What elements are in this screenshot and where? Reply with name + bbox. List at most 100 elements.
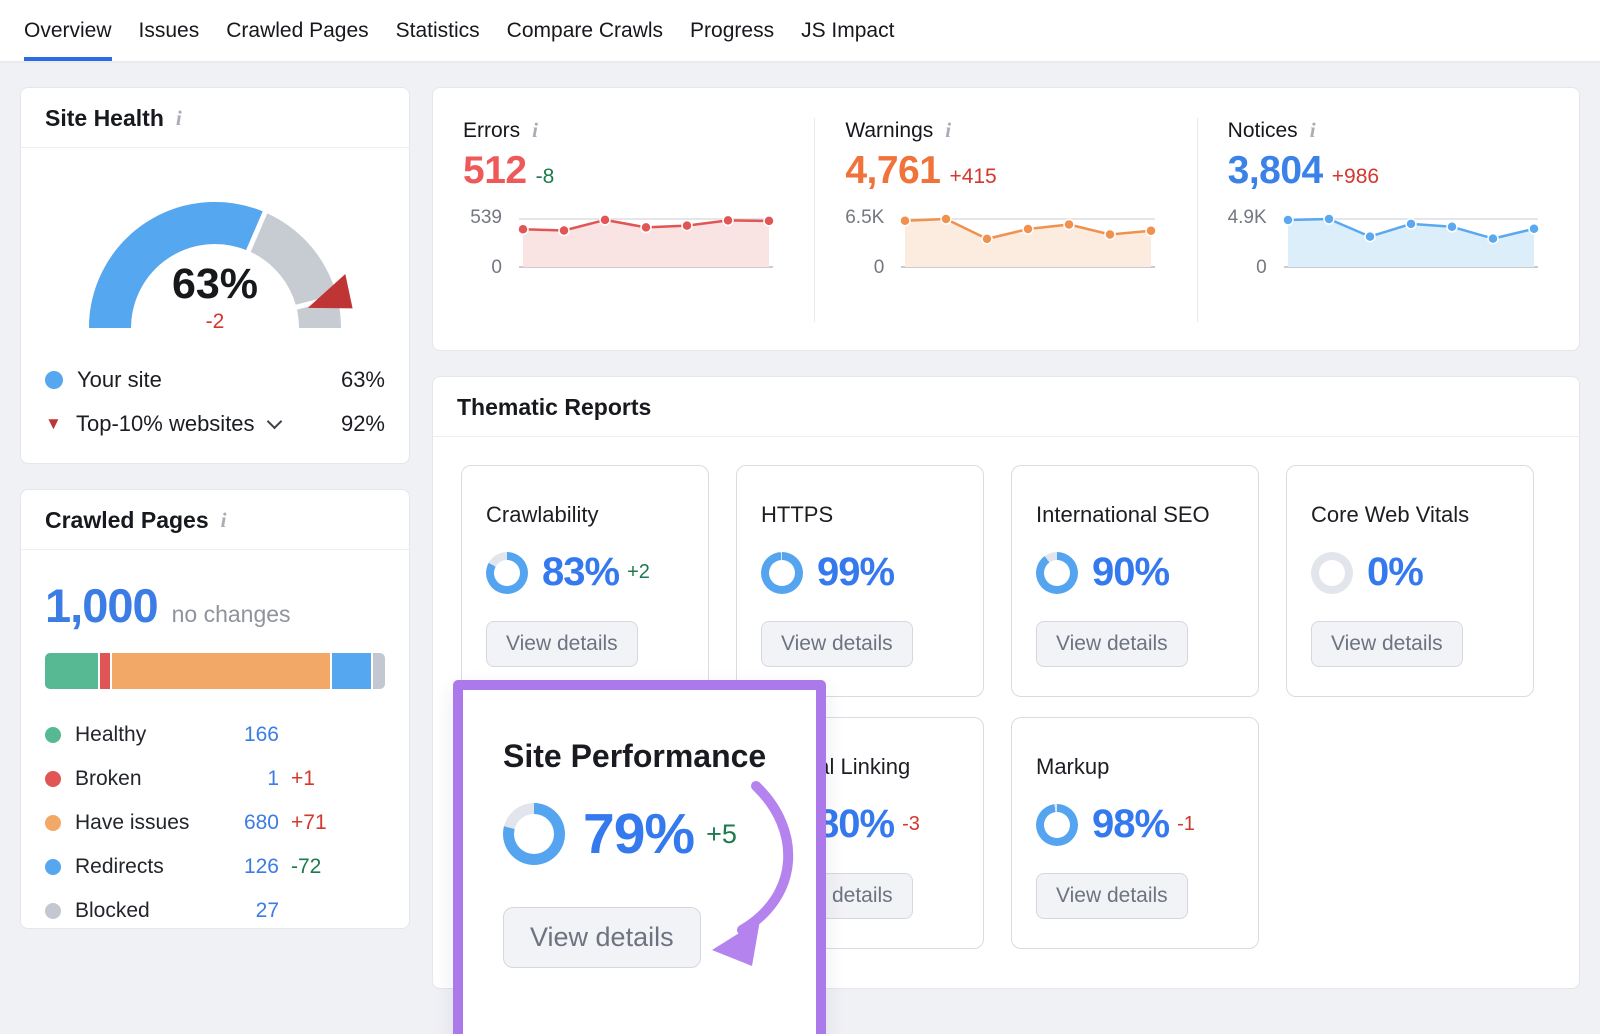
info-icon[interactable]: i: [175, 106, 182, 130]
core-web-vitals-view-details-button[interactable]: View details: [1311, 621, 1463, 667]
site-performance-highlight-box: Site Performance 79% +5 View details: [453, 680, 826, 1034]
site-performance-view-details-button[interactable]: View details: [503, 907, 701, 968]
errors-trend-chart: [517, 214, 775, 268]
bar-segment-redirects[interactable]: [332, 653, 372, 689]
tab-progress[interactable]: Progress: [690, 18, 775, 42]
crawlability-label: Crawlability: [486, 502, 599, 527]
warnings-count[interactable]: 4,761: [845, 149, 941, 192]
legend-row-redirects: Redirects 126 -72: [45, 845, 347, 889]
core-web-vitals-percent: 0%: [1367, 550, 1424, 594]
healthy-count[interactable]: 166: [243, 723, 279, 746]
crawled-pages-legend: Healthy 166 Broken 1 +1 Have issues 680: [45, 713, 385, 933]
info-icon[interactable]: i: [1309, 118, 1316, 142]
right-column: Errors i 512 -8 539 0 Warnings i 4,761 +415: [432, 87, 1580, 1034]
crawlability-donut: [486, 551, 528, 594]
markup-delta: -1: [1177, 813, 1195, 835]
notices-panel: Notices i 3,804 +986 4.9K 0: [1196, 118, 1579, 322]
top10-value: 92%: [340, 411, 385, 436]
notices-y-axis: 4.9K 0: [1227, 207, 1267, 278]
international-seo-donut: [1036, 551, 1078, 594]
blocked-label: Blocked: [75, 899, 150, 922]
bar-segment-blocked[interactable]: [373, 653, 385, 689]
https-card: HTTPS 99% View details: [736, 465, 984, 697]
warnings-y-axis: 6.5K 0: [845, 207, 885, 278]
info-icon[interactable]: i: [532, 118, 539, 142]
site-performance-card: Site Performance 79% +5 View details: [463, 690, 816, 1034]
bar-segment-have-issues[interactable]: [112, 653, 331, 689]
https-view-details-button[interactable]: View details: [761, 621, 913, 667]
your-site-value: 63%: [340, 367, 385, 392]
site-health-gauge: 63% -2: [65, 178, 365, 338]
thematic-title: Thematic Reports: [457, 394, 652, 420]
markup-label: Markup: [1036, 754, 1110, 779]
thematic-reports-card: Thematic Reports Crawlability 83% +2 Vie…: [432, 376, 1580, 1034]
crawlability-percent: 83%: [542, 550, 620, 594]
core-web-vitals-label: Core Web Vitals: [1311, 502, 1470, 527]
https-label: HTTPS: [761, 502, 834, 527]
crawlability-view-details-button[interactable]: View details: [486, 621, 638, 667]
bar-segment-healthy[interactable]: [45, 653, 99, 689]
top10-label: Top-10% websites: [76, 411, 255, 436]
tab-statistics[interactable]: Statistics: [395, 18, 480, 42]
errors-count[interactable]: 512: [463, 149, 527, 192]
have-issues-label: Have issues: [75, 811, 190, 834]
legend-row-blocked: Blocked 27: [45, 889, 347, 933]
info-icon[interactable]: i: [220, 508, 227, 532]
notices-delta: +986: [1331, 165, 1380, 188]
highlight-arrow-icon: [712, 781, 794, 966]
notices-count[interactable]: 3,804: [1227, 149, 1324, 192]
crawled-total-note: no changes: [171, 601, 291, 627]
crawled-pages-body: 1,000 no changes Healthy 166 Broken 1: [21, 550, 409, 943]
redirects-dot-icon: [45, 859, 61, 875]
site-performance-delta: +5: [706, 818, 737, 849]
redirects-count[interactable]: 126: [243, 855, 279, 878]
tab-overview[interactable]: Overview: [24, 0, 112, 61]
international-seo-view-details-button[interactable]: View details: [1036, 621, 1188, 667]
errors-panel: Errors i 512 -8 539 0: [433, 118, 814, 322]
errors-y-axis: 539 0: [470, 207, 502, 278]
tab-issues[interactable]: Issues: [138, 18, 200, 42]
your-site-label: Your site: [77, 367, 162, 392]
internal-linking-percent: 80%: [817, 802, 895, 846]
legend-row-have-issues: Have issues 680 +71: [45, 801, 347, 845]
chevron-down-icon[interactable]: [266, 413, 282, 429]
legend-row-your-site: Your site 63%: [45, 358, 385, 402]
notices-trend-chart: [1281, 213, 1540, 268]
redirects-label: Redirects: [75, 855, 164, 878]
have-issues-count[interactable]: 680: [243, 811, 279, 834]
tab-js-impact[interactable]: JS Impact: [801, 18, 895, 42]
blocked-count[interactable]: 27: [255, 899, 279, 922]
tab-crawled-pages[interactable]: Crawled Pages: [226, 18, 369, 42]
crawlability-delta: +2: [627, 561, 650, 583]
blocked-dot-icon: [45, 903, 61, 919]
crawled-pages-stacked-bar: [45, 653, 385, 689]
site-health-legend: Your site 63% ▼ Top-10% websites 92%: [21, 338, 409, 456]
info-icon[interactable]: i: [945, 118, 952, 142]
healthy-dot-icon: [45, 727, 61, 743]
core-web-vitals-card: Core Web Vitals 0% View details: [1286, 465, 1534, 697]
broken-delta: +1: [291, 767, 315, 790]
tab-compare-crawls[interactable]: Compare Crawls: [506, 18, 664, 42]
broken-count[interactable]: 1: [267, 767, 279, 790]
international-seo-label: International SEO: [1036, 502, 1210, 527]
legend-row-healthy: Healthy 166: [45, 713, 347, 757]
crawled-pages-card: Crawled Pages i 1,000 no changes Healthy…: [20, 489, 410, 929]
redirects-delta: -72: [291, 855, 322, 878]
broken-dot-icon: [45, 771, 61, 787]
triangle-down-icon: ▼: [45, 414, 62, 433]
have-issues-dot-icon: [45, 815, 61, 831]
bar-segment-broken[interactable]: [100, 653, 111, 689]
warnings-panel: Warnings i 4,761 +415 6.5K 0: [814, 118, 1196, 322]
site-health-header: Site Health i: [21, 88, 409, 148]
markup-percent: 98%: [1092, 802, 1170, 846]
main-content: Site Health i 63% -2 Your site 63% ▼ Top…: [0, 63, 1600, 1034]
markup-view-details-button[interactable]: View details: [1036, 873, 1188, 919]
have-issues-delta: +71: [291, 811, 327, 834]
site-health-delta: -2: [205, 310, 225, 333]
https-donut: [761, 551, 803, 594]
internal-linking-delta: -3: [902, 813, 920, 835]
thematic-header: Thematic Reports: [433, 377, 1579, 437]
crawled-pages-header: Crawled Pages i: [21, 490, 409, 550]
broken-label: Broken: [75, 767, 142, 790]
crawled-total[interactable]: 1,000: [45, 579, 159, 632]
